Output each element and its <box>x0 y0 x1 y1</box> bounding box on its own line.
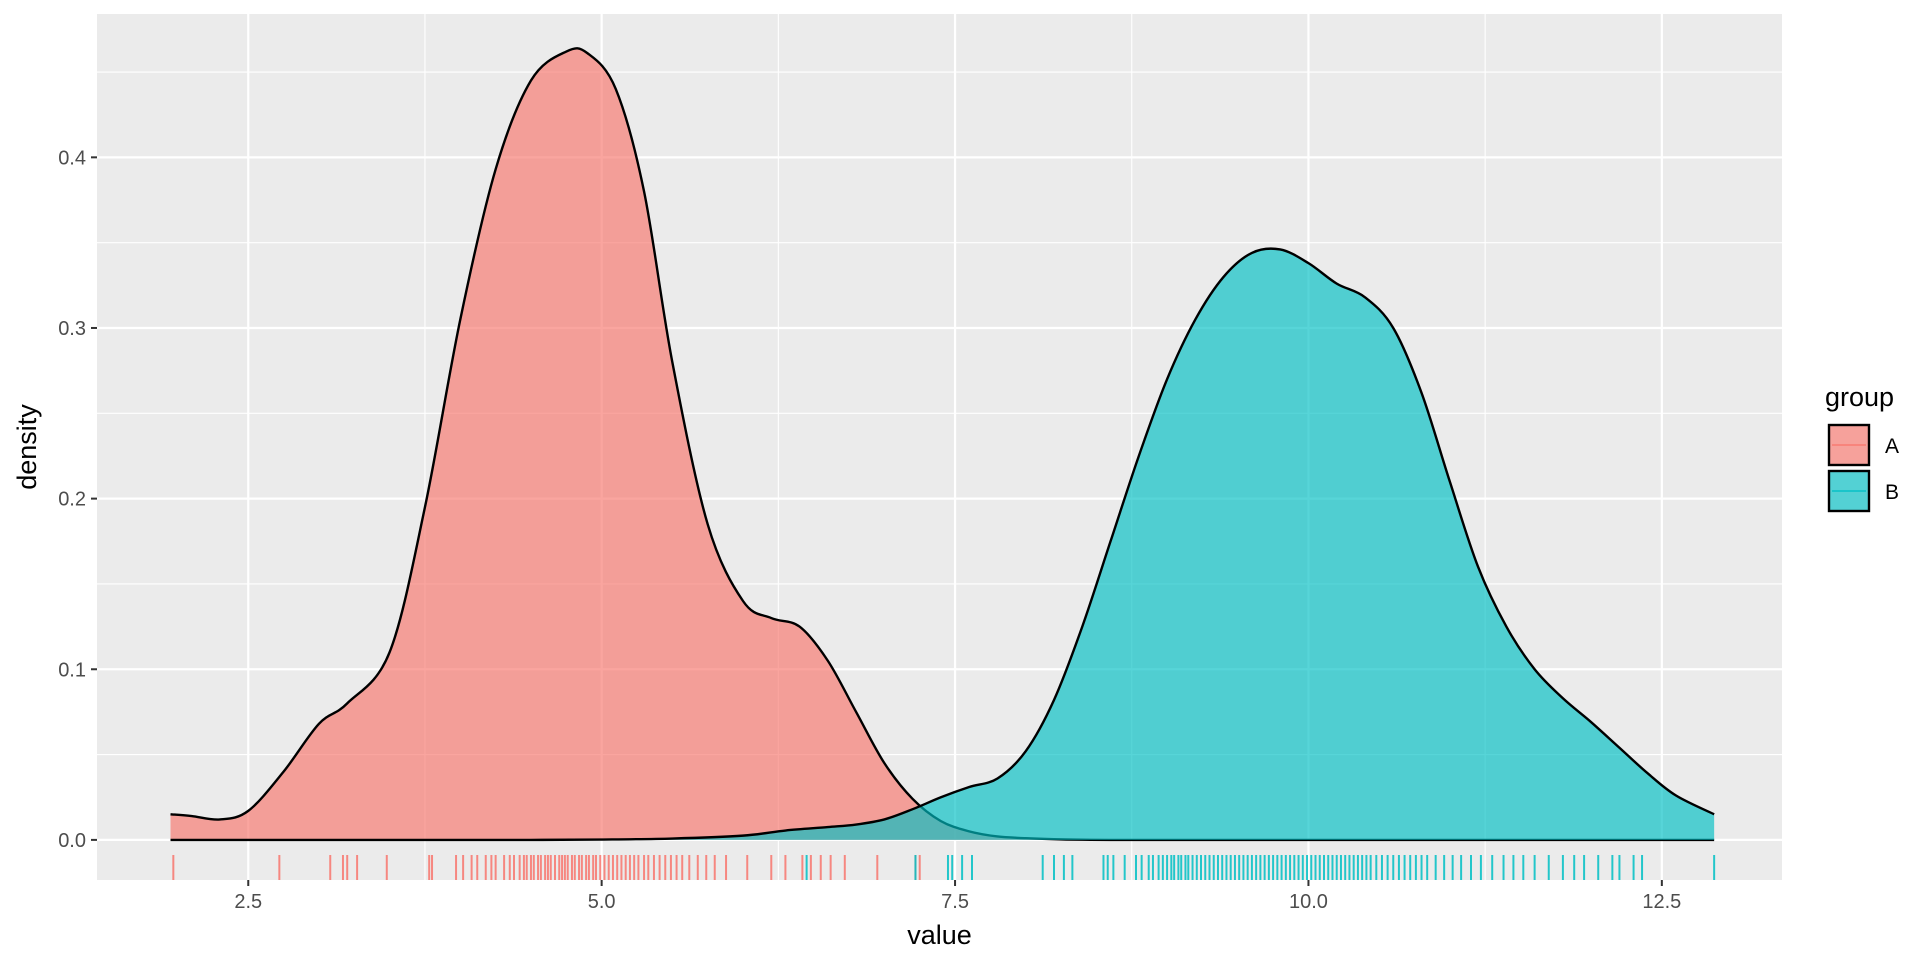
legend: group AB <box>1825 382 1899 513</box>
y-axis-title: density <box>12 404 42 490</box>
density-area-B <box>170 248 1715 840</box>
y-tick-label: 0.2 <box>58 489 86 511</box>
legend-label-B: B <box>1885 481 1899 504</box>
density-areas <box>170 47 1715 842</box>
x-axis: 2.5 5.0 7.5 10.0 12.5 <box>234 880 1681 913</box>
rug-marks <box>172 855 1716 880</box>
x-tick-label: 7.5 <box>941 891 969 913</box>
x-tick-label: 12.5 <box>1642 891 1681 913</box>
y-tick-label: 0.4 <box>58 147 86 169</box>
x-tick-label: 2.5 <box>234 891 262 913</box>
density-line-B <box>170 247 1715 842</box>
legend-title: group <box>1825 382 1894 412</box>
x-tick-label: 10.0 <box>1289 891 1328 913</box>
legend-label-A: A <box>1885 435 1899 458</box>
y-axis: 0.0 0.1 0.2 0.3 0.4 <box>58 147 97 852</box>
x-tick-label: 5.0 <box>588 891 616 913</box>
density-area-A <box>170 48 1715 840</box>
y-tick-label: 0.0 <box>58 830 86 852</box>
y-tick-label: 0.1 <box>58 659 86 681</box>
x-axis-title: value <box>907 920 972 950</box>
y-tick-label: 0.3 <box>58 318 86 340</box>
